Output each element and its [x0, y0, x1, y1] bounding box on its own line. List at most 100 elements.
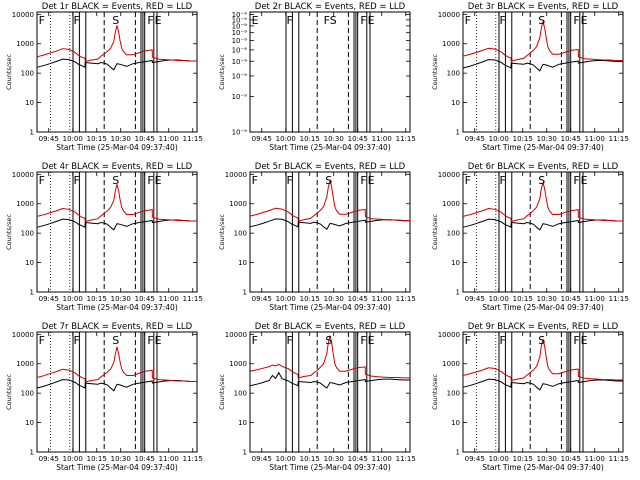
y-tick-label: 1000	[229, 200, 247, 208]
panel-title: Det 5r BLACK = Events, RED = LLD	[255, 162, 406, 172]
flag-label: F	[39, 174, 45, 187]
x-tick-label: 11:15	[183, 455, 203, 463]
x-tick-label: 10:15	[87, 135, 107, 143]
lld-rate-line	[249, 335, 410, 379]
flag-label: F	[465, 174, 471, 187]
lld-rate-line	[462, 180, 623, 223]
panel-title: Det 8r BLACK = Events, RED = LLD	[255, 322, 406, 332]
y-tick-label: 1	[243, 289, 247, 297]
x-tick-label: 10:15	[513, 295, 533, 303]
flag-label: E	[581, 174, 588, 187]
events-rate-line	[462, 218, 623, 231]
y-tick-label: 100	[21, 70, 34, 78]
flag-label: E	[368, 14, 375, 27]
flag-label: F	[286, 14, 292, 27]
x-axis-label: Start Time (25-Mar-04 09:37:40)	[482, 463, 604, 472]
x-tick-label: 09:45	[39, 135, 59, 143]
y-tick-label: 10	[25, 259, 34, 267]
y-tick-label: 1000	[16, 360, 34, 368]
panel-title: Det 1r BLACK = Events, RED = LLD	[42, 2, 193, 12]
flag-label: F	[147, 174, 153, 187]
x-tick-label: 10:45	[561, 455, 581, 463]
x-tick-label: 09:45	[39, 295, 59, 303]
x-tick-label: 10:30	[111, 455, 131, 463]
flag-label: F	[499, 174, 505, 187]
x-tick-label: 10:15	[87, 455, 107, 463]
x-axis-label: Start Time (25-Mar-04 09:37:40)	[482, 303, 604, 312]
panel-title: Det 7r BLACK = Events, RED = LLD	[42, 322, 193, 332]
y-tick-label: 10000	[12, 171, 34, 179]
flag-label: E	[155, 334, 162, 347]
x-tick-label: 10:00	[276, 455, 296, 463]
x-tick-label: 10:15	[87, 295, 107, 303]
x-tick-label: 10:45	[561, 135, 581, 143]
y-axis-label: Counts/sec	[5, 214, 13, 250]
flag-label: S	[325, 334, 332, 347]
y-tick-label: 10000	[12, 331, 34, 339]
x-tick-label: 10:30	[537, 135, 557, 143]
x-tick-label: 10:15	[300, 295, 320, 303]
y-tick-label: 10⁻⁹	[232, 58, 248, 66]
y-tick-label: 1	[456, 289, 460, 297]
x-tick-label: 10:30	[324, 135, 344, 143]
x-tick-label: 11:00	[372, 455, 392, 463]
y-tick-label: 100	[447, 390, 460, 398]
x-tick-label: 10:00	[63, 135, 83, 143]
x-tick-label: 10:00	[276, 135, 296, 143]
x-tick-label: 11:00	[372, 135, 392, 143]
x-tick-label: 10:00	[489, 135, 509, 143]
x-tick-label: 10:45	[135, 295, 155, 303]
y-tick-label: 1	[456, 449, 460, 457]
x-tick-label: 10:30	[324, 295, 344, 303]
x-axis-label: Start Time (25-Mar-04 09:37:40)	[269, 463, 391, 472]
y-tick-label: 100	[447, 70, 460, 78]
flag-label: F	[360, 334, 366, 347]
y-tick-label: 1000	[442, 360, 460, 368]
y-tick-label: 100	[21, 390, 34, 398]
flag-label: F	[465, 334, 471, 347]
x-axis-label: Start Time (25-Mar-04 09:37:40)	[56, 143, 178, 152]
y-axis-label: Counts/sec	[431, 54, 439, 90]
y-tick-label: 1	[30, 129, 34, 137]
y-axis-label: Counts/sec	[431, 214, 439, 250]
flag-label: F	[73, 334, 79, 347]
events-rate-line	[249, 371, 410, 389]
y-tick-label: 100	[234, 230, 247, 238]
x-tick-label: 09:45	[465, 295, 485, 303]
flag-label: F	[73, 174, 79, 187]
panel-title: Det 9r BLACK = Events, RED = LLD	[468, 322, 619, 332]
x-tick-label: 09:45	[252, 455, 272, 463]
y-tick-label: 100	[21, 230, 34, 238]
x-tick-label: 10:30	[111, 295, 131, 303]
flag-label: F	[252, 334, 258, 347]
y-tick-label: 10000	[12, 11, 34, 19]
plot-frame	[249, 331, 411, 453]
x-tick-label: 11:00	[585, 455, 605, 463]
events-rate-line	[36, 218, 197, 231]
y-tick-label: 10000	[225, 331, 247, 339]
y-tick-label: 10⁻⁹	[232, 129, 248, 137]
panel-title: Det 2r BLACK = Events, RED = LLD	[255, 2, 406, 12]
flag-label: E	[581, 14, 588, 27]
y-axis-label: Counts/sec	[5, 54, 13, 90]
x-tick-label: 09:45	[252, 135, 272, 143]
x-axis-label: Start Time (25-Mar-04 09:37:40)	[482, 143, 604, 152]
x-tick-label: 10:30	[537, 455, 557, 463]
y-tick-label: 10	[238, 419, 247, 427]
flag-label: E	[155, 174, 162, 187]
y-axis-label: Counts/sec	[218, 54, 226, 90]
x-tick-label: 09:45	[465, 135, 485, 143]
flag-label: S	[538, 174, 545, 187]
flag-label: F	[252, 174, 258, 187]
flag-label: F	[147, 14, 153, 27]
events-rate-line	[249, 218, 410, 231]
y-axis-label: Counts/sec	[218, 214, 226, 250]
x-tick-label: 10:30	[324, 455, 344, 463]
y-tick-label: 10⁻⁹	[232, 37, 248, 45]
